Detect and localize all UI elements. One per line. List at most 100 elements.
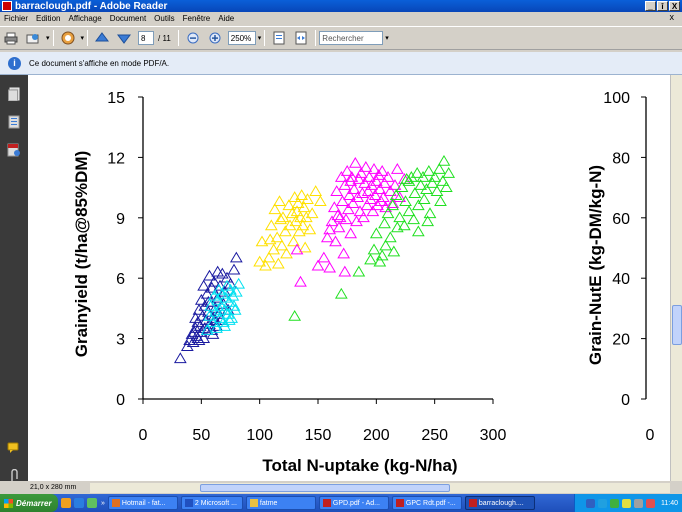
search-input[interactable]: Rechercher bbox=[319, 31, 384, 45]
taskbar-task-button[interactable]: GPD.pdf - Ad... bbox=[318, 496, 389, 510]
data-point-triangle bbox=[222, 295, 236, 307]
menu-affichage[interactable]: Affichage bbox=[68, 14, 102, 23]
zoom-in-icon[interactable] bbox=[206, 29, 224, 47]
data-point-triangle bbox=[183, 334, 197, 345]
menu-aide[interactable]: Aide bbox=[218, 14, 235, 23]
close-button[interactable]: X bbox=[669, 1, 680, 11]
info-message: Ce document s'affiche en mode PDF/A. bbox=[29, 58, 170, 68]
chevron-down-icon[interactable]: ▾ bbox=[46, 35, 50, 42]
window-title: barraclough.pdf - Adobe Reader bbox=[15, 0, 168, 12]
comments-icon[interactable] bbox=[6, 439, 22, 457]
data-point-triangle bbox=[368, 189, 382, 201]
menu-fenetre[interactable]: Fenêtre bbox=[182, 14, 211, 23]
data-point-triangle bbox=[329, 235, 342, 247]
collaborate-icon[interactable] bbox=[59, 29, 77, 47]
chart-marks bbox=[173, 154, 456, 364]
data-point-triangle bbox=[383, 231, 397, 243]
page-size: 21,0 x 280 mm bbox=[30, 484, 77, 491]
data-point-triangle bbox=[381, 171, 395, 182]
horizontal-scroll-thumb[interactable] bbox=[200, 484, 450, 492]
tray-icon[interactable] bbox=[610, 498, 619, 508]
chevron-down-icon[interactable]: ▾ bbox=[385, 35, 389, 42]
zoom-level-input[interactable]: 250% bbox=[227, 31, 256, 45]
y2-tick-label: 100 bbox=[603, 90, 630, 107]
minimize-button[interactable]: _ bbox=[645, 1, 656, 11]
data-point-triangle bbox=[416, 171, 430, 182]
data-point-triangle bbox=[211, 291, 225, 303]
menu-document[interactable]: Document bbox=[109, 14, 147, 23]
taskbar-task-button[interactable]: GPC Rdt.pdf -... bbox=[391, 496, 462, 510]
taskbar-task-button[interactable]: 2 Microsoft ... bbox=[180, 496, 243, 510]
data-point-triangle bbox=[280, 247, 293, 259]
data-point-triangle bbox=[288, 309, 302, 321]
tray-icon[interactable] bbox=[622, 498, 631, 508]
data-point-triangle bbox=[282, 199, 296, 211]
data-point-triangle bbox=[358, 177, 372, 188]
taskbar-task-button[interactable]: barraclough.... bbox=[464, 496, 535, 510]
data-point-triangle bbox=[364, 193, 377, 205]
previous-page-icon[interactable] bbox=[93, 29, 111, 47]
zoom-out-icon[interactable] bbox=[184, 29, 202, 47]
task-app-icon bbox=[468, 499, 477, 507]
y2-tick-label: 0 bbox=[621, 392, 630, 409]
vertical-scrollbar[interactable] bbox=[670, 75, 682, 481]
next-page-icon[interactable] bbox=[115, 29, 133, 47]
attachments-icon[interactable] bbox=[6, 141, 22, 159]
task-label: barraclough.... bbox=[478, 499, 524, 507]
data-point-triangle bbox=[323, 261, 337, 273]
tray-icon[interactable] bbox=[634, 498, 643, 508]
email-attach-icon[interactable] bbox=[24, 29, 42, 47]
chevron-down-icon[interactable]: ▾ bbox=[80, 35, 85, 42]
data-point-triangle bbox=[407, 213, 421, 225]
horizontal-scrollbar[interactable] bbox=[90, 483, 670, 493]
quick-launch-icon[interactable] bbox=[74, 498, 84, 508]
chevron-down-icon[interactable]: ▾ bbox=[257, 35, 262, 42]
x-tick-label: 300 bbox=[480, 427, 507, 444]
y-tick-label: 12 bbox=[107, 150, 125, 167]
data-point-triangle bbox=[437, 154, 451, 166]
data-point-triangle bbox=[414, 179, 428, 190]
data-point-triangle bbox=[389, 189, 403, 201]
tray-icon[interactable] bbox=[598, 498, 607, 508]
menu-outils[interactable]: Outils bbox=[154, 14, 175, 23]
data-point-triangle bbox=[408, 187, 422, 198]
tray-icon[interactable] bbox=[646, 498, 655, 508]
toolbar-separator bbox=[264, 30, 266, 46]
data-point-triangle bbox=[402, 205, 416, 217]
page-number-input[interactable]: 8 bbox=[138, 31, 155, 45]
data-point-triangle bbox=[411, 225, 425, 237]
data-point-triangle bbox=[390, 162, 404, 174]
quick-launch-chevron-icon[interactable]: » bbox=[101, 499, 105, 507]
data-point-triangle bbox=[344, 175, 358, 186]
bookmarks-icon[interactable] bbox=[6, 113, 22, 131]
data-point-triangle bbox=[422, 165, 436, 176]
data-point-triangle bbox=[336, 195, 349, 207]
task-label: Hotmail - fat... bbox=[121, 499, 166, 507]
data-point-triangle bbox=[283, 219, 297, 231]
vertical-scroll-thumb[interactable] bbox=[672, 305, 682, 345]
data-point-triangle bbox=[211, 265, 225, 277]
data-point-triangle bbox=[378, 177, 391, 188]
close-document-button[interactable]: x bbox=[669, 12, 675, 22]
maximize-button[interactable]: î bbox=[657, 1, 668, 11]
start-label: Démarrer bbox=[16, 498, 52, 508]
paperclip-icon[interactable] bbox=[6, 467, 22, 485]
quick-launch-icon[interactable] bbox=[61, 498, 71, 508]
data-point-triangle bbox=[352, 173, 366, 184]
start-button[interactable]: Démarrer bbox=[0, 494, 58, 512]
fit-page-icon[interactable] bbox=[270, 29, 288, 47]
print-icon[interactable] bbox=[2, 29, 20, 47]
fit-width-icon[interactable] bbox=[292, 29, 310, 47]
data-point-triangle bbox=[439, 181, 453, 192]
quick-launch-icon[interactable] bbox=[87, 498, 97, 508]
pages-icon[interactable] bbox=[6, 85, 22, 103]
menu-fichier[interactable]: Fichier bbox=[4, 14, 29, 23]
menu-edition[interactable]: Edition bbox=[36, 14, 61, 23]
data-point-triangle bbox=[200, 324, 214, 335]
data-point-triangle bbox=[400, 173, 414, 184]
tray-icon[interactable] bbox=[586, 498, 595, 508]
data-point-triangle bbox=[345, 171, 359, 182]
taskbar-task-button[interactable]: fatme bbox=[245, 496, 316, 510]
taskbar-task-button[interactable]: Hotmail - fat... bbox=[107, 496, 178, 510]
data-point-triangle bbox=[229, 285, 243, 297]
